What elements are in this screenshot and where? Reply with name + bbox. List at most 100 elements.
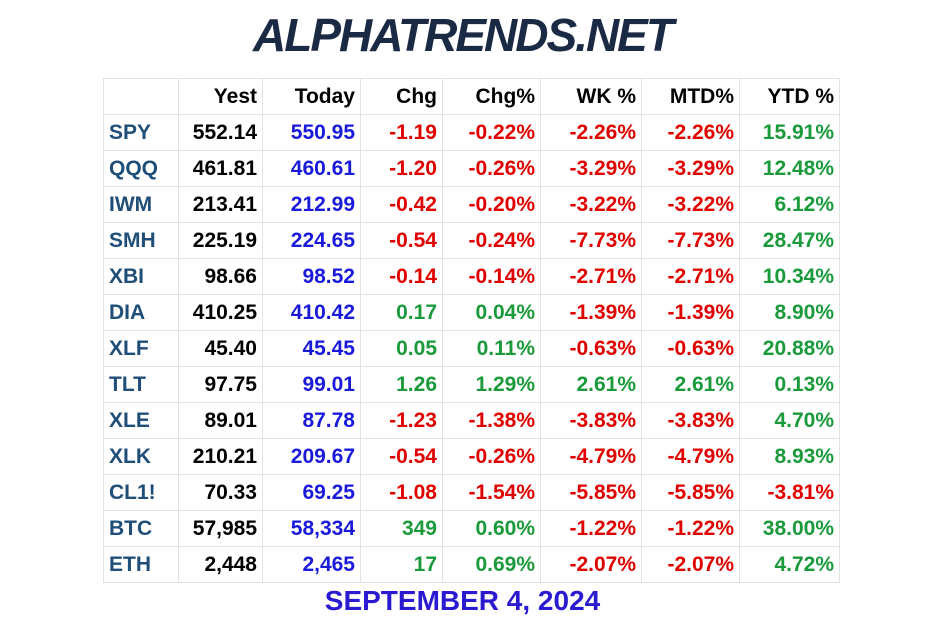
symbol-cell: XLK xyxy=(103,438,179,475)
date: SEPTEMBER 4, 2024 xyxy=(324,585,601,616)
value-cell: -1.39% xyxy=(540,294,642,331)
value-cell: 2,465 xyxy=(262,546,361,583)
value-cell: -1.20 xyxy=(360,150,443,187)
column-header: Today xyxy=(262,78,361,115)
value-cell: -1.54% xyxy=(442,474,541,511)
value-cell: -0.24% xyxy=(442,222,541,259)
symbol-cell: IWM xyxy=(103,186,179,223)
value-cell: -1.08 xyxy=(360,474,443,511)
value-cell: -0.22% xyxy=(442,114,541,151)
value-cell: -1.23 xyxy=(360,402,443,439)
value-cell: 20.88% xyxy=(739,330,840,367)
value-cell: -3.29% xyxy=(641,150,740,187)
value-cell: 45.40 xyxy=(178,330,263,367)
value-cell: -0.42 xyxy=(360,186,443,223)
header-row: Yest Today Chg Chg% WK % MTD% YTD % xyxy=(103,78,840,115)
value-cell: -3.22% xyxy=(641,186,740,223)
value-cell: 0.04% xyxy=(442,294,541,331)
value-cell: 213.41 xyxy=(178,186,263,223)
value-cell: 0.17 xyxy=(360,294,443,331)
value-cell: -0.63% xyxy=(641,330,740,367)
table-row: TLT 97.75 99.01 1.26 1.29% 2.61% 2.61% 0.13% xyxy=(103,366,840,403)
value-cell: -7.73% xyxy=(540,222,642,259)
symbol-cell: ETH xyxy=(103,546,179,583)
value-cell: 57,985 xyxy=(178,510,263,547)
value-cell: 550.95 xyxy=(262,114,361,151)
symbol-cell: SMH xyxy=(103,222,179,259)
value-cell: 0.60% xyxy=(442,510,541,547)
table-row: CL1! 70.33 69.25 -1.08 -1.54% -5.85% -5.85% -3.… xyxy=(103,474,840,511)
symbol-cell: XBI xyxy=(103,258,179,295)
symbol-cell: XLF xyxy=(103,330,179,367)
value-cell: 0.69% xyxy=(442,546,541,583)
table-row: XLK 210.21 209.67 -0.54 -0.26% -4.79% -4.79% 8.… xyxy=(103,438,840,475)
value-cell: -0.54 xyxy=(360,222,443,259)
value-cell: 4.70% xyxy=(739,402,840,439)
value-cell: 12.48% xyxy=(739,150,840,187)
table-row: SMH 225.19 224.65 -0.54 -0.24% -7.73% -7.73% 28… xyxy=(103,222,840,259)
value-cell: 0.11% xyxy=(442,330,541,367)
value-cell: -2.07% xyxy=(540,546,642,583)
value-cell: -3.81% xyxy=(739,474,840,511)
value-cell: -7.73% xyxy=(641,222,740,259)
symbol-cell: XLE xyxy=(103,402,179,439)
value-cell: 38.00% xyxy=(739,510,840,547)
column-header: Yest xyxy=(178,78,263,115)
column-header: MTD% xyxy=(641,78,740,115)
table-row: QQQ 461.81 460.61 -1.20 -0.26% -3.29% -3.29% 12… xyxy=(103,150,840,187)
corner-cell xyxy=(103,78,179,115)
value-cell: 349 xyxy=(360,510,443,547)
table-row: ETH 2,448 2,465 17 0.69% -2.07% -2.07% 4.72% xyxy=(103,546,840,583)
value-cell: -1.38% xyxy=(442,402,541,439)
value-cell: 8.93% xyxy=(739,438,840,475)
value-cell: -0.14% xyxy=(442,258,541,295)
column-header: Chg xyxy=(360,78,443,115)
value-cell: 461.81 xyxy=(178,150,263,187)
quote-table: Yest Today Chg Chg% WK % MTD% YTD % SPY 552.14 5… xyxy=(103,78,840,583)
column-header: WK % xyxy=(540,78,642,115)
value-cell: -4.79% xyxy=(540,438,642,475)
value-cell: -3.83% xyxy=(540,402,642,439)
symbol-cell: DIA xyxy=(103,294,179,331)
value-cell: -2.26% xyxy=(641,114,740,151)
value-cell: 98.66 xyxy=(178,258,263,295)
value-cell: 45.45 xyxy=(262,330,361,367)
value-cell: 97.75 xyxy=(178,366,263,403)
value-cell: 212.99 xyxy=(262,186,361,223)
symbol-cell: TLT xyxy=(103,366,179,403)
table-head: Yest Today Chg Chg% WK % MTD% YTD % xyxy=(103,78,840,115)
value-cell: 2.61% xyxy=(641,366,740,403)
value-cell: 17 xyxy=(360,546,443,583)
value-cell: 552.14 xyxy=(178,114,263,151)
value-cell: 2,448 xyxy=(178,546,263,583)
table-row: IWM 213.41 212.99 -0.42 -0.20% -3.22% -3.22% 6.… xyxy=(103,186,840,223)
value-cell: 99.01 xyxy=(262,366,361,403)
symbol-cell: BTC xyxy=(103,510,179,547)
symbol-cell: CL1! xyxy=(103,474,179,511)
value-cell: 410.42 xyxy=(262,294,361,331)
column-header: Chg% xyxy=(442,78,541,115)
value-cell: 89.01 xyxy=(178,402,263,439)
value-cell: -0.63% xyxy=(540,330,642,367)
logo: ALPHATRENDS.NET xyxy=(253,9,674,61)
value-cell: -2.26% xyxy=(540,114,642,151)
value-cell: 28.47% xyxy=(739,222,840,259)
value-cell: 1.26 xyxy=(360,366,443,403)
value-cell: 460.61 xyxy=(262,150,361,187)
value-cell: 70.33 xyxy=(178,474,263,511)
value-cell: -3.29% xyxy=(540,150,642,187)
value-cell: 224.65 xyxy=(262,222,361,259)
value-cell: -1.39% xyxy=(641,294,740,331)
value-cell: -2.71% xyxy=(540,258,642,295)
value-cell: -4.79% xyxy=(641,438,740,475)
value-cell: 69.25 xyxy=(262,474,361,511)
value-cell: 0.13% xyxy=(739,366,840,403)
value-cell: 210.21 xyxy=(178,438,263,475)
table-row: XLE 89.01 87.78 -1.23 -1.38% -3.83% -3.83% 4.70… xyxy=(103,402,840,439)
value-cell: 209.67 xyxy=(262,438,361,475)
value-cell: -1.22% xyxy=(641,510,740,547)
table-body: SPY 552.14 550.95 -1.19 -0.22% -2.26% -2.26% 15… xyxy=(103,114,840,583)
value-cell: 87.78 xyxy=(262,402,361,439)
value-cell: -0.20% xyxy=(442,186,541,223)
